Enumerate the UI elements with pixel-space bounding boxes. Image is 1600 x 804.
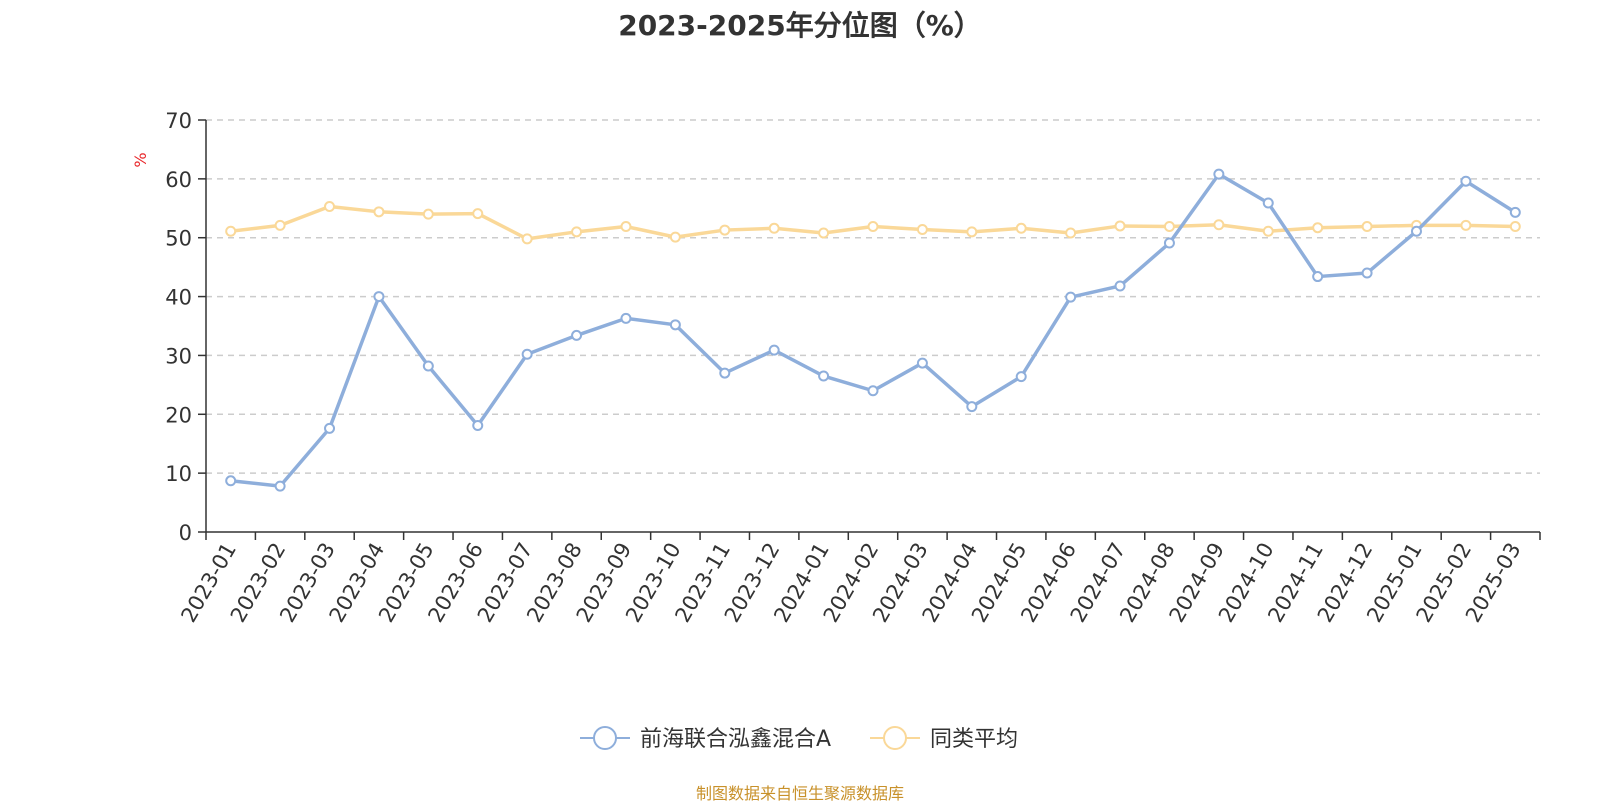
- data-point[interactable]: [768, 222, 780, 234]
- legend-item[interactable]: 前海联合泓鑫混合A: [580, 726, 831, 752]
- data-point[interactable]: [1065, 227, 1077, 239]
- data-point[interactable]: [422, 208, 434, 220]
- data-point[interactable]: [274, 480, 286, 492]
- series-0: [225, 168, 1521, 492]
- data-point[interactable]: [1410, 225, 1422, 237]
- data-point[interactable]: [1213, 168, 1225, 180]
- data-point[interactable]: [422, 360, 434, 372]
- data-point[interactable]: [768, 344, 780, 356]
- data-point[interactable]: [669, 231, 681, 243]
- data-point[interactable]: [1312, 271, 1324, 283]
- data-point[interactable]: [719, 367, 731, 379]
- data-point[interactable]: [373, 206, 385, 218]
- data-point[interactable]: [1015, 371, 1027, 383]
- data-point[interactable]: [1509, 221, 1521, 233]
- y-axis-label: %: [131, 152, 150, 167]
- legend[interactable]: 前海联合泓鑫混合A 同类平均: [580, 726, 1018, 752]
- data-point[interactable]: [1509, 206, 1521, 218]
- data-point[interactable]: [1015, 222, 1027, 234]
- data-point[interactable]: [1460, 219, 1472, 231]
- legend-label: 同类平均: [930, 727, 1018, 752]
- y-tick-label: 0: [179, 521, 192, 545]
- data-point[interactable]: [521, 348, 533, 360]
- y-tick-label: 30: [165, 344, 192, 368]
- y-tick-label: 60: [165, 168, 192, 192]
- data-point[interactable]: [1460, 175, 1472, 187]
- data-point[interactable]: [324, 422, 336, 434]
- y-tick-label: 50: [165, 227, 192, 251]
- legend-marker-icon: [883, 726, 907, 750]
- data-point[interactable]: [1361, 221, 1373, 233]
- series-lines: [225, 168, 1521, 492]
- data-point[interactable]: [1114, 280, 1126, 292]
- y-tick-label: 20: [165, 403, 192, 427]
- data-point[interactable]: [1114, 220, 1126, 232]
- data-point[interactable]: [472, 208, 484, 220]
- series-1: [225, 201, 1521, 245]
- data-point[interactable]: [225, 475, 237, 487]
- data-point[interactable]: [1361, 267, 1373, 279]
- data-point[interactable]: [818, 227, 830, 239]
- data-point[interactable]: [966, 401, 978, 413]
- data-point[interactable]: [225, 225, 237, 237]
- data-point[interactable]: [620, 312, 632, 324]
- data-point[interactable]: [324, 201, 336, 213]
- series-line: [230, 172, 1517, 488]
- data-point[interactable]: [571, 226, 583, 238]
- source-note: 制图数据来自恒生聚源数据库: [695, 784, 904, 803]
- y-tick-label: 10: [165, 462, 192, 486]
- data-point[interactable]: [521, 233, 533, 245]
- axes: 0102030405060702023-012023-022023-032023…: [165, 109, 1541, 626]
- data-point[interactable]: [1213, 219, 1225, 231]
- data-point[interactable]: [1163, 221, 1175, 233]
- data-point[interactable]: [1262, 225, 1274, 237]
- legend-label: 前海联合泓鑫混合A: [640, 727, 831, 752]
- data-point[interactable]: [966, 226, 978, 238]
- y-tick-label: 40: [165, 286, 192, 310]
- y-tick-label: 70: [165, 109, 192, 133]
- data-point[interactable]: [916, 223, 928, 235]
- legend-item[interactable]: 同类平均: [870, 726, 1018, 752]
- data-point[interactable]: [1163, 237, 1175, 249]
- data-point[interactable]: [373, 291, 385, 303]
- data-point[interactable]: [867, 221, 879, 233]
- data-point[interactable]: [1262, 197, 1274, 209]
- chart-title: 2023-2025年分位图（%）: [618, 9, 982, 42]
- gridlines: [206, 119, 1540, 474]
- data-point[interactable]: [867, 385, 879, 397]
- data-point[interactable]: [274, 219, 286, 231]
- data-point[interactable]: [571, 329, 583, 341]
- legend-marker-icon: [593, 726, 617, 750]
- data-point[interactable]: [1065, 291, 1077, 303]
- data-point[interactable]: [669, 319, 681, 331]
- data-point[interactable]: [620, 221, 632, 233]
- data-point[interactable]: [719, 224, 731, 236]
- data-point[interactable]: [818, 370, 830, 382]
- data-point[interactable]: [916, 357, 928, 369]
- data-point[interactable]: [1312, 222, 1324, 234]
- data-point[interactable]: [472, 419, 484, 431]
